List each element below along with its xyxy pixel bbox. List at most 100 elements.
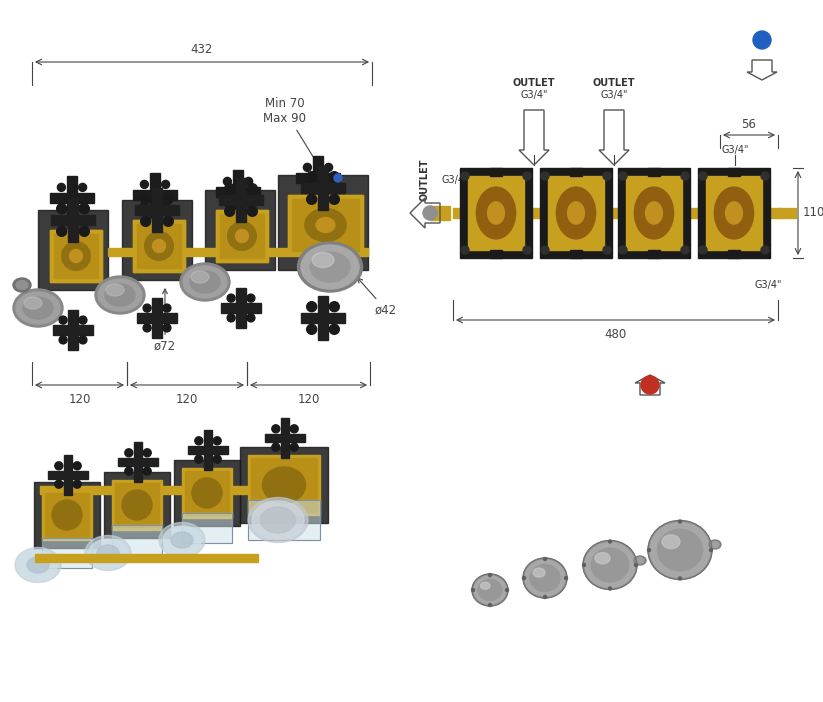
Circle shape (247, 294, 255, 302)
Ellipse shape (97, 545, 119, 561)
Circle shape (681, 246, 689, 254)
Bar (291, 198, 360, 252)
Ellipse shape (183, 266, 227, 298)
Bar (216, 210, 268, 262)
Ellipse shape (145, 232, 174, 260)
Bar (220, 214, 264, 258)
Circle shape (244, 199, 253, 206)
Bar (118, 458, 158, 466)
Bar (104, 472, 170, 538)
Bar (50, 230, 102, 282)
Circle shape (761, 172, 769, 180)
Ellipse shape (27, 557, 49, 573)
Text: C: C (758, 35, 765, 45)
Text: 432: 432 (191, 43, 213, 56)
Circle shape (57, 204, 67, 213)
Circle shape (73, 480, 81, 488)
Ellipse shape (595, 552, 610, 564)
Bar (68, 198, 78, 242)
Bar (430, 206, 450, 220)
Ellipse shape (585, 543, 635, 588)
Circle shape (59, 336, 67, 344)
Circle shape (79, 316, 87, 324)
Bar (133, 190, 177, 200)
Bar (108, 248, 368, 256)
Circle shape (248, 184, 258, 194)
Circle shape (291, 443, 298, 451)
Text: 480: 480 (604, 328, 626, 341)
Circle shape (423, 206, 437, 220)
Bar (40, 486, 300, 494)
Circle shape (225, 206, 235, 216)
Circle shape (213, 455, 221, 463)
Ellipse shape (726, 202, 742, 224)
Circle shape (523, 246, 531, 254)
Bar (133, 220, 185, 272)
Bar (301, 313, 345, 323)
Circle shape (541, 246, 549, 254)
Circle shape (583, 564, 585, 567)
Bar (728, 168, 740, 176)
Bar (204, 430, 212, 470)
Bar (626, 176, 682, 250)
Circle shape (541, 172, 549, 180)
Ellipse shape (163, 526, 201, 554)
Circle shape (699, 246, 707, 254)
Ellipse shape (69, 249, 82, 263)
Circle shape (223, 178, 231, 185)
Ellipse shape (714, 187, 754, 239)
Ellipse shape (95, 276, 145, 314)
Bar (460, 168, 532, 258)
Ellipse shape (481, 582, 490, 589)
Circle shape (472, 588, 475, 592)
Circle shape (678, 577, 681, 580)
Circle shape (161, 201, 170, 210)
Bar (53, 325, 93, 335)
Circle shape (141, 216, 151, 226)
Bar (313, 156, 323, 200)
Ellipse shape (152, 239, 165, 253)
Text: G3/4": G3/4" (520, 90, 548, 100)
Circle shape (307, 172, 317, 182)
Bar (134, 442, 142, 482)
Circle shape (248, 206, 258, 216)
Bar (490, 168, 502, 176)
Circle shape (324, 164, 332, 171)
Ellipse shape (226, 220, 258, 251)
Bar (570, 250, 582, 258)
Circle shape (608, 587, 611, 590)
Bar (236, 288, 246, 328)
Bar (288, 195, 363, 255)
Text: G3/4": G3/4" (441, 175, 469, 185)
Ellipse shape (143, 230, 174, 262)
Circle shape (543, 595, 546, 599)
Circle shape (213, 437, 221, 445)
Ellipse shape (312, 253, 334, 267)
Ellipse shape (645, 202, 663, 224)
Ellipse shape (635, 187, 673, 239)
Circle shape (307, 194, 317, 204)
Bar (45, 493, 89, 537)
Ellipse shape (303, 207, 348, 243)
Ellipse shape (15, 548, 61, 583)
Bar (288, 195, 363, 255)
Text: G3/4": G3/4" (755, 280, 783, 290)
Ellipse shape (709, 540, 721, 549)
Bar (265, 434, 305, 442)
Ellipse shape (556, 187, 596, 239)
Circle shape (678, 520, 681, 523)
Bar (221, 303, 261, 313)
Ellipse shape (89, 539, 127, 567)
Bar (236, 178, 246, 222)
Bar (318, 166, 328, 210)
Circle shape (79, 183, 86, 192)
Circle shape (324, 185, 332, 192)
Circle shape (141, 201, 148, 210)
Bar (174, 460, 240, 526)
Circle shape (753, 31, 771, 49)
Bar (48, 471, 88, 479)
Bar (42, 490, 92, 540)
Circle shape (57, 226, 67, 237)
Circle shape (55, 480, 63, 488)
Ellipse shape (591, 548, 629, 582)
